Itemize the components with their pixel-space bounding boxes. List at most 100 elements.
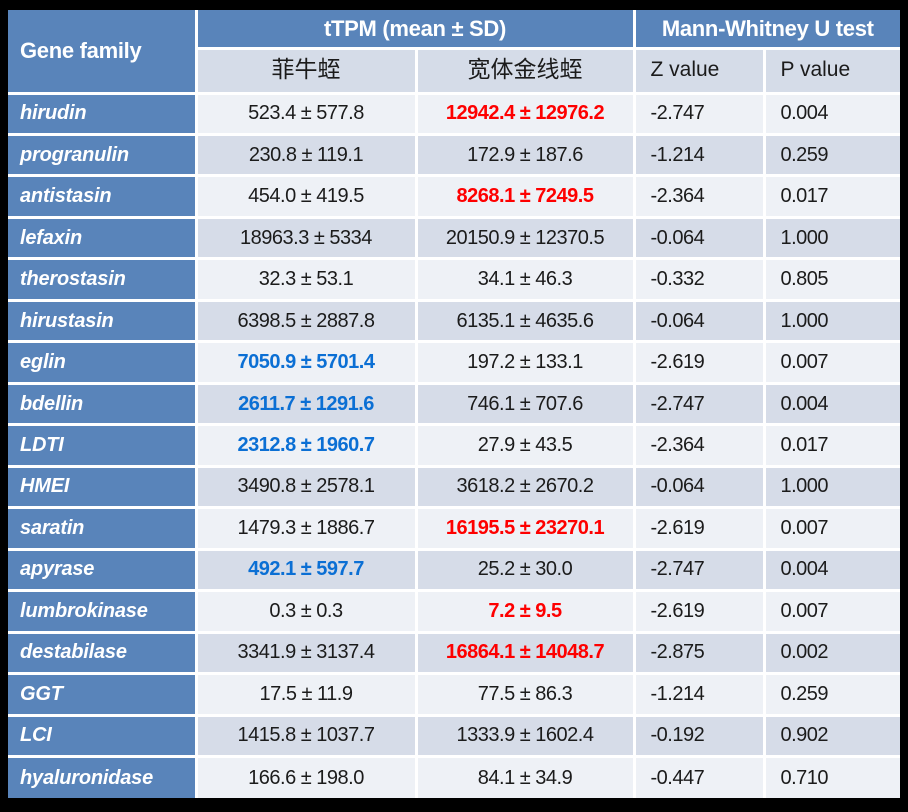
gene-name-cell: bdellin <box>8 381 198 427</box>
z-value-cell: -2.364 <box>632 423 766 468</box>
p-value-cell: 0.017 <box>762 174 901 219</box>
table-header: Gene family tTPM (mean ± SD) Mann-Whitne… <box>8 10 901 95</box>
gene-name-cell: LDTI <box>8 423 198 468</box>
species2-value-cell: 25.2 ± 30.0 <box>414 547 636 593</box>
p-value-cell: 0.007 <box>762 506 901 551</box>
species2-value-cell: 197.2 ± 133.1 <box>414 340 636 385</box>
species1-value-cell: 18963.3 ± 5334 <box>194 215 418 261</box>
species2-value-cell: 84.1 ± 34.9 <box>414 755 636 798</box>
p-value-cell: 0.902 <box>762 713 901 759</box>
p-value-cell: 0.004 <box>762 381 901 427</box>
species2-value-cell: 172.9 ± 187.6 <box>414 132 636 178</box>
z-value-cell: -0.192 <box>632 713 766 759</box>
species1-value-cell: 32.3 ± 53.1 <box>194 257 418 302</box>
species1-value-cell: 17.5 ± 11.9 <box>194 672 418 717</box>
species2-value-cell: 12942.4 ± 12976.2 <box>414 91 636 136</box>
species2-value-cell: 7.2 ± 9.5 <box>414 589 636 634</box>
species1-value-cell: 454.0 ± 419.5 <box>194 174 418 219</box>
table-row: lefaxin 18963.3 ± 5334 20150.9 ± 12370.5… <box>8 215 901 261</box>
p-value-cell: 0.007 <box>762 589 901 634</box>
table-row: GGT 17.5 ± 11.9 77.5 ± 86.3 -1.214 0.259 <box>8 672 901 717</box>
table-row: antistasin 454.0 ± 419.5 8268.1 ± 7249.5… <box>8 174 901 219</box>
gene-name-cell: hirudin <box>8 91 198 136</box>
gene-name-cell: eglin <box>8 340 198 385</box>
species1-value-cell: 492.1 ± 597.7 <box>194 547 418 593</box>
p-value-cell: 1.000 <box>762 215 901 261</box>
gene-name-cell: apyrase <box>8 547 198 593</box>
header-group-row: Gene family tTPM (mean ± SD) Mann-Whitne… <box>8 10 901 95</box>
species1-value-cell: 7050.9 ± 5701.4 <box>194 340 418 385</box>
p-value-cell: 0.259 <box>762 132 901 178</box>
species1-value-cell: 6398.5 ± 2887.8 <box>194 298 418 344</box>
table-row: LCI 1415.8 ± 1037.7 1333.9 ± 1602.4 -0.1… <box>8 713 901 759</box>
table-row: saratin 1479.3 ± 1886.7 16195.5 ± 23270.… <box>8 506 901 551</box>
header-mann-whitney-group: Mann-Whitney U test <box>632 10 901 50</box>
table-row: LDTI 2312.8 ± 1960.7 27.9 ± 43.5 -2.364 … <box>8 423 901 468</box>
gene-name-cell: lefaxin <box>8 215 198 261</box>
species2-value-cell: 77.5 ± 86.3 <box>414 672 636 717</box>
table-row: hirustasin 6398.5 ± 2887.8 6135.1 ± 4635… <box>8 298 901 344</box>
table-frame: Gene family tTPM (mean ± SD) Mann-Whitne… <box>8 10 901 798</box>
p-value-cell: 0.004 <box>762 91 901 136</box>
z-value-cell: -2.747 <box>632 381 766 427</box>
species2-value-cell: 34.1 ± 46.3 <box>414 257 636 302</box>
species2-value-cell: 16864.1 ± 14048.7 <box>414 630 636 676</box>
header-p-value: P value <box>762 46 901 95</box>
table-row: HMEI 3490.8 ± 2578.1 3618.2 ± 2670.2 -0.… <box>8 464 901 510</box>
species1-value-cell: 2611.7 ± 1291.6 <box>194 381 418 427</box>
table-row: lumbrokinase 0.3 ± 0.3 7.2 ± 9.5 -2.619 … <box>8 589 901 634</box>
p-value-cell: 0.017 <box>762 423 901 468</box>
species1-value-cell: 1415.8 ± 1037.7 <box>194 713 418 759</box>
table-row: hyaluronidase 166.6 ± 198.0 84.1 ± 34.9 … <box>8 755 901 798</box>
gene-expression-table: Gene family tTPM (mean ± SD) Mann-Whitne… <box>8 10 901 798</box>
z-value-cell: -0.447 <box>632 755 766 798</box>
z-value-cell: -0.064 <box>632 464 766 510</box>
z-value-cell: -2.747 <box>632 547 766 593</box>
header-z-value: Z value <box>632 46 766 95</box>
p-value-cell: 1.000 <box>762 298 901 344</box>
gene-name-cell: hirustasin <box>8 298 198 344</box>
p-value-cell: 0.259 <box>762 672 901 717</box>
gene-name-cell: LCI <box>8 713 198 759</box>
header-sub-row: 菲牛蛭 宽体金线蛭 Z value P value <box>8 46 901 95</box>
z-value-cell: -2.875 <box>632 630 766 676</box>
z-value-cell: -2.619 <box>632 589 766 634</box>
gene-name-cell: progranulin <box>8 132 198 178</box>
species1-value-cell: 523.4 ± 577.8 <box>194 91 418 136</box>
p-value-cell: 0.007 <box>762 340 901 385</box>
table-row: destabilase 3341.9 ± 3137.4 16864.1 ± 14… <box>8 630 901 676</box>
header-species2: 宽体金线蛭 <box>414 46 636 95</box>
z-value-cell: -1.214 <box>632 132 766 178</box>
species2-value-cell: 8268.1 ± 7249.5 <box>414 174 636 219</box>
gene-name-cell: saratin <box>8 506 198 551</box>
p-value-cell: 0.002 <box>762 630 901 676</box>
species2-value-cell: 6135.1 ± 4635.6 <box>414 298 636 344</box>
species1-value-cell: 3341.9 ± 3137.4 <box>194 630 418 676</box>
z-value-cell: -0.332 <box>632 257 766 302</box>
gene-name-cell: lumbrokinase <box>8 589 198 634</box>
table-row: progranulin 230.8 ± 119.1 172.9 ± 187.6 … <box>8 132 901 178</box>
gene-name-cell: destabilase <box>8 630 198 676</box>
table-row: apyrase 492.1 ± 597.7 25.2 ± 30.0 -2.747… <box>8 547 901 593</box>
z-value-cell: -0.064 <box>632 215 766 261</box>
p-value-cell: 0.710 <box>762 755 901 798</box>
species2-value-cell: 16195.5 ± 23270.1 <box>414 506 636 551</box>
table-row: hirudin 523.4 ± 577.8 12942.4 ± 12976.2 … <box>8 91 901 136</box>
gene-name-cell: hyaluronidase <box>8 755 198 798</box>
gene-name-cell: antistasin <box>8 174 198 219</box>
table-row: eglin 7050.9 ± 5701.4 197.2 ± 133.1 -2.6… <box>8 340 901 385</box>
species1-value-cell: 166.6 ± 198.0 <box>194 755 418 798</box>
species2-value-cell: 3618.2 ± 2670.2 <box>414 464 636 510</box>
p-value-cell: 0.004 <box>762 547 901 593</box>
species2-value-cell: 27.9 ± 43.5 <box>414 423 636 468</box>
p-value-cell: 0.805 <box>762 257 901 302</box>
gene-name-cell: HMEI <box>8 464 198 510</box>
species2-value-cell: 1333.9 ± 1602.4 <box>414 713 636 759</box>
species1-value-cell: 2312.8 ± 1960.7 <box>194 423 418 468</box>
z-value-cell: -0.064 <box>632 298 766 344</box>
table-row: bdellin 2611.7 ± 1291.6 746.1 ± 707.6 -2… <box>8 381 901 427</box>
z-value-cell: -2.619 <box>632 506 766 551</box>
header-gene-family: Gene family <box>8 10 198 95</box>
species2-value-cell: 20150.9 ± 12370.5 <box>414 215 636 261</box>
